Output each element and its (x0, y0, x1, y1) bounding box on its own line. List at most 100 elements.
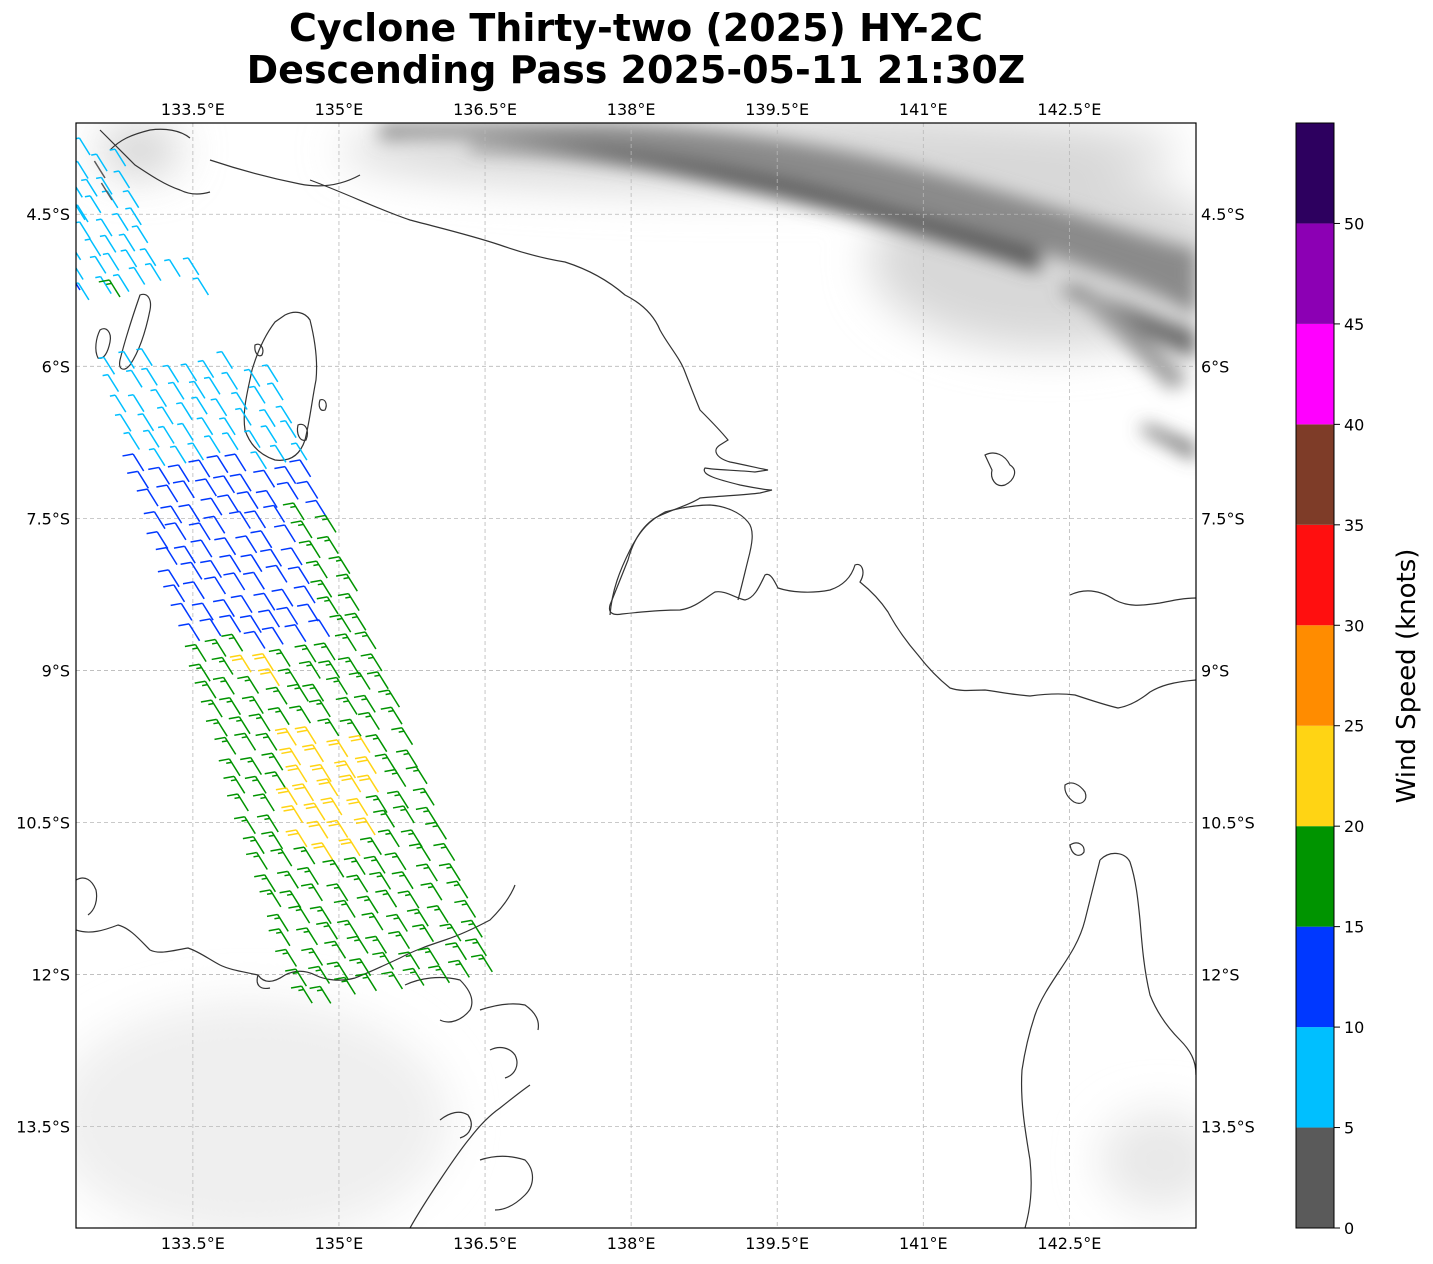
wind-barb (188, 522, 211, 541)
wind-barb (324, 940, 347, 959)
wind-barb (361, 912, 384, 931)
wind-barb (333, 976, 356, 995)
wind-barb (276, 870, 299, 889)
wind-barb (194, 478, 217, 497)
wind-barb (213, 475, 236, 494)
colorbar-bin-10 (1296, 123, 1334, 224)
wind-barb (219, 697, 242, 716)
wind-barb (157, 425, 175, 444)
wind-barb (180, 363, 198, 382)
wind-barb (285, 764, 308, 783)
wind-barb (200, 497, 223, 516)
wind-barb (206, 455, 229, 474)
lat-label-right-6: 13.5°S (1201, 1118, 1255, 1137)
wind-barb (99, 234, 117, 253)
wind-barb (294, 726, 317, 745)
wind-barb (223, 572, 246, 591)
wind-barb (439, 923, 462, 942)
wind-barb (250, 530, 273, 549)
wind-barb (395, 749, 418, 768)
wind-barb (173, 545, 196, 564)
wind-barb (178, 504, 201, 523)
wind-barb (373, 809, 396, 828)
wind-barb (248, 713, 271, 732)
wind-barb (214, 736, 237, 755)
wind-barb (334, 633, 357, 652)
wind-barb (182, 581, 205, 600)
colorbar-bin-1 (1296, 1027, 1334, 1128)
wind-barb (360, 653, 383, 672)
wind-barb (314, 514, 337, 533)
wind-barb (49, 182, 65, 203)
colorbar-tick-label-8: 40 (1344, 415, 1364, 434)
colorbar-bin-9 (1296, 223, 1334, 324)
lon-tick-labels-top: 133.5°E 135°E 136.5°E 138°E 139.5°E 141°E 142.… (161, 100, 1101, 119)
wind-barb (203, 376, 221, 395)
wind-barb (76, 137, 91, 156)
wind-barb (306, 820, 329, 839)
wind-barb (275, 405, 293, 424)
wind-barb (242, 836, 265, 855)
wind-barb (405, 766, 428, 785)
wind-barb (256, 814, 279, 833)
wind-barb (298, 540, 321, 559)
wind-barb (420, 882, 443, 901)
wind-barb (169, 445, 187, 464)
lon-label-top-5: 141°E (899, 100, 948, 119)
wind-barb (236, 491, 259, 510)
wind-barb (391, 871, 414, 890)
wind-barb (150, 388, 168, 407)
wind-barb (281, 805, 304, 824)
lat-label-left-4: 10.5°S (16, 813, 70, 832)
wind-barb (326, 819, 349, 838)
colorbar-tick-label-9: 45 (1344, 315, 1364, 334)
wind-barb (196, 417, 214, 436)
lon-label-bottom-0: 133.5°E (161, 1234, 225, 1253)
wind-barb (76, 282, 90, 301)
wind-barb (322, 859, 345, 878)
wind-barb (187, 442, 205, 461)
wind-barb (338, 838, 361, 857)
colorbar-frame (1295, 122, 1335, 1229)
wind-barb (258, 609, 281, 628)
wind-barb (259, 889, 282, 908)
wind-barb (464, 938, 487, 957)
wind-barb (385, 913, 408, 932)
wind-barb (326, 961, 349, 980)
wind-barb (412, 787, 435, 806)
wind-barb (229, 473, 252, 492)
wind-barb (182, 257, 200, 276)
wind-barb (57, 224, 73, 245)
wind-barb (309, 763, 332, 782)
wind-barb (363, 855, 386, 874)
wind-barb (293, 846, 316, 865)
lat-label-left-2: 7.5°S (26, 509, 70, 528)
coastlines (76, 128, 1196, 1228)
wind-barb (334, 760, 357, 779)
wind-barb (95, 176, 113, 195)
wind-barb (98, 356, 116, 375)
wind-barb (310, 579, 333, 598)
wind-barb (139, 248, 157, 267)
wind-barb (275, 948, 298, 967)
lon-label-bottom-1: 135°E (315, 1234, 364, 1253)
wind-barb (226, 793, 249, 812)
wind-barb (167, 464, 190, 483)
lat-label-left-0: 4.5°S (26, 205, 70, 224)
wind-barb (261, 831, 284, 850)
wind-barb (302, 744, 325, 763)
wind-barb (274, 727, 297, 746)
wind-barb (216, 350, 234, 369)
wind-barb (170, 602, 193, 621)
wind-barb (118, 233, 136, 252)
wind-barb (163, 584, 186, 603)
wind-barb (398, 951, 421, 970)
wind-barb (460, 919, 483, 938)
colorbar-bin-3 (1296, 826, 1334, 927)
wind-barb (127, 470, 150, 489)
wind-barb (172, 480, 195, 499)
wind-barb (301, 947, 324, 966)
wind-barb (148, 448, 166, 467)
colorbar (1295, 122, 1335, 1229)
wind-barb (369, 871, 392, 890)
